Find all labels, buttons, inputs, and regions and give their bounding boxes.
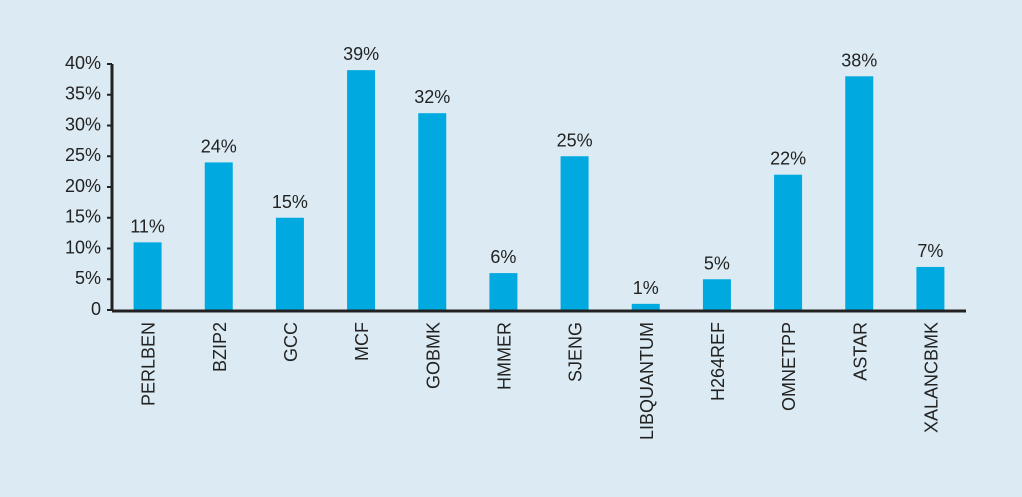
value-label: 38% xyxy=(841,50,877,70)
x-tick-label: LIBQUANTUM xyxy=(637,322,657,440)
x-tick-label: BZIP2 xyxy=(210,322,230,372)
bar xyxy=(702,279,731,310)
bar xyxy=(133,242,162,310)
value-label: 11% xyxy=(130,216,165,236)
y-tick-label: 30% xyxy=(65,114,101,134)
value-label: 25% xyxy=(557,130,593,150)
value-label: 1% xyxy=(633,278,659,298)
bar xyxy=(774,174,803,310)
value-label: 6% xyxy=(490,247,516,267)
x-tick-label: OMNETPP xyxy=(779,322,799,411)
x-tick-label: GCC xyxy=(281,322,301,362)
value-label: 15% xyxy=(272,192,308,212)
value-label: 39% xyxy=(343,44,379,64)
x-tick-label: ASTAR xyxy=(850,322,870,381)
value-label: 7% xyxy=(917,241,943,261)
bar xyxy=(275,217,304,310)
x-tick-label: HMMER xyxy=(494,322,514,390)
x-tick-label: MCF xyxy=(352,322,372,361)
x-tick-label: H264REF xyxy=(708,322,728,401)
x-tick-label: PERLBEN xyxy=(139,322,159,406)
y-tick-label: 25% xyxy=(65,145,101,165)
value-label: 22% xyxy=(770,149,806,169)
bar xyxy=(845,76,874,310)
y-tick-label: 0 xyxy=(91,299,101,319)
bar xyxy=(560,156,589,310)
bar xyxy=(631,303,660,310)
bar xyxy=(916,266,945,310)
bar xyxy=(204,162,233,310)
value-label: 5% xyxy=(704,253,730,273)
x-tick-label: SJENG xyxy=(566,322,586,382)
y-tick-label: 35% xyxy=(65,84,101,104)
y-tick-label: 20% xyxy=(65,176,101,196)
value-label: 32% xyxy=(414,87,450,107)
value-label: 24% xyxy=(201,136,237,156)
bar xyxy=(418,113,447,310)
y-tick-label: 15% xyxy=(65,207,101,227)
y-tick-label: 10% xyxy=(65,237,101,257)
x-tick-label: XALANCBMK xyxy=(921,322,941,433)
y-tick-label: 40% xyxy=(65,53,101,73)
bar xyxy=(347,70,376,311)
bar xyxy=(489,273,518,310)
y-tick-label: 5% xyxy=(75,268,101,288)
x-tick-label: GOBMK xyxy=(423,322,443,389)
